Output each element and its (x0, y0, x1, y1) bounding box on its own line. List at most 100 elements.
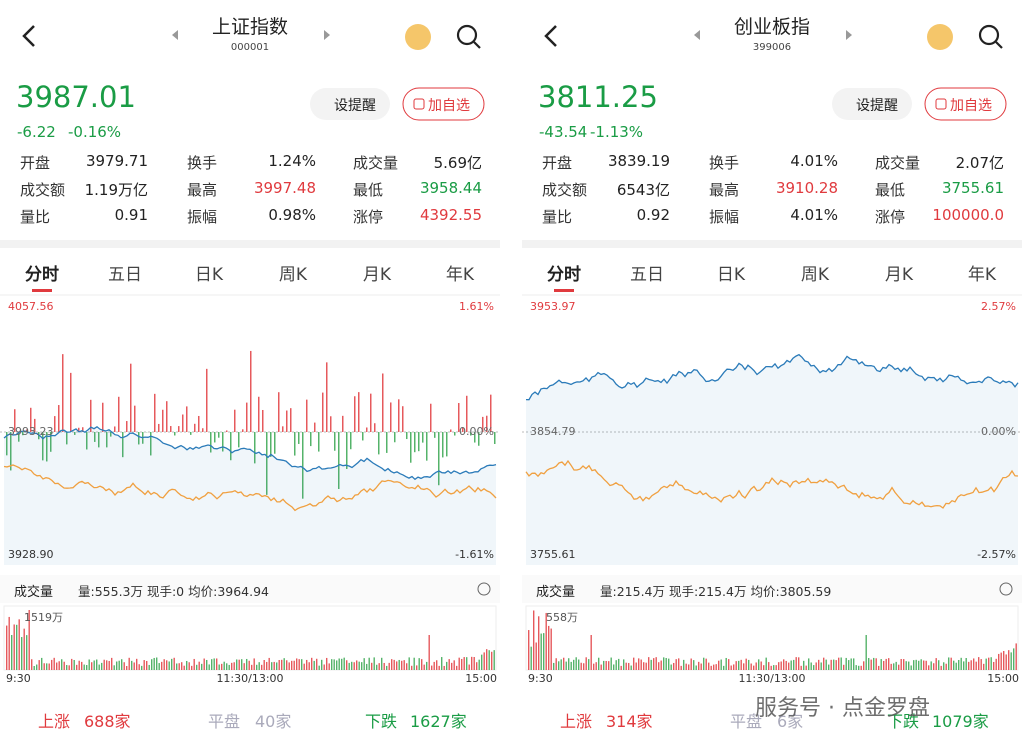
volume-bar (723, 665, 725, 670)
volume-bar (303, 663, 305, 670)
watch-button[interactable] (924, 87, 1007, 121)
volume-bar (58, 661, 60, 670)
breadth-bar (474, 432, 476, 443)
volume-bar (8, 616, 10, 670)
next-arrow[interactable] (324, 30, 330, 40)
tab[interactable]: 年K (445, 265, 475, 285)
volume-bar (293, 660, 295, 670)
volume-bar (603, 660, 605, 670)
volume-bar (940, 665, 942, 670)
volume-bar (421, 659, 423, 670)
volume-bar (238, 659, 240, 670)
settings-icon[interactable] (477, 582, 491, 596)
price-line (525, 353, 1019, 401)
volume-bar (1015, 643, 1017, 670)
tab[interactable]: 五日 (108, 265, 142, 285)
tab[interactable]: 月K (884, 265, 914, 285)
stat-value: 3839.19 (607, 152, 670, 170)
volume-bar (803, 660, 805, 670)
volume-bar (650, 659, 652, 670)
volume-bar (21, 637, 23, 670)
tab[interactable]: 日K (194, 265, 224, 285)
volume-bar (423, 664, 425, 670)
breadth-bar (26, 429, 28, 432)
volume-bar (6, 625, 8, 670)
volume-bar (975, 661, 977, 670)
volume-bar (630, 665, 632, 670)
volume-bar (795, 657, 797, 670)
prev-arrow[interactable] (172, 30, 178, 40)
volume-bar (568, 658, 570, 670)
tab[interactable]: 月K (362, 265, 392, 285)
volume-bar (718, 660, 720, 670)
volume-bar (758, 659, 760, 670)
volume-bar (660, 660, 662, 670)
volume-selector[interactable]: 成交量 (14, 585, 54, 600)
price-area (526, 354, 1018, 565)
change: -43.54 (539, 123, 588, 141)
breadth-bar (422, 432, 424, 443)
breadth-bar (314, 422, 316, 432)
breadth-bar (170, 426, 172, 432)
volume-bar (790, 660, 792, 670)
volume-bar (341, 658, 343, 670)
alert-button[interactable] (832, 88, 912, 120)
volume-bar (191, 665, 193, 670)
up-label: 上涨 (560, 712, 593, 731)
stat-value: 0.98% (268, 206, 316, 224)
change: -6.22 (17, 123, 56, 141)
volume-bar (486, 649, 488, 670)
volume-bar (363, 658, 365, 670)
breadth-bar (138, 432, 140, 445)
volume-bar (213, 658, 215, 670)
search-icon[interactable] (978, 24, 1000, 46)
volume-bar (43, 663, 45, 670)
volume-bar (463, 657, 465, 670)
tab[interactable]: 分时 (25, 265, 59, 285)
volume-bar (383, 662, 385, 670)
stat-label: 成交额 (542, 181, 588, 199)
tab[interactable]: 周K (800, 265, 830, 285)
volume-bar (243, 663, 245, 670)
volume-bar (333, 659, 335, 670)
alert-button[interactable] (310, 88, 390, 120)
prev-arrow[interactable] (694, 30, 700, 40)
volume-bar (68, 665, 70, 670)
breadth-bar (210, 432, 212, 453)
tab[interactable]: 年K (967, 265, 997, 285)
volume-bar (278, 660, 280, 670)
back-button[interactable] (544, 25, 557, 47)
mascot-icon[interactable] (405, 24, 431, 50)
breadth-bar (458, 403, 460, 432)
breadth-bar (82, 427, 84, 432)
breadth-bar (338, 432, 340, 489)
stat-value: 3958.44 (419, 179, 482, 197)
watch-button[interactable] (402, 87, 485, 121)
settings-icon[interactable] (999, 582, 1013, 596)
breadth-bar (450, 429, 452, 432)
breadth-bar (130, 363, 132, 432)
tab[interactable]: 分时 (547, 265, 581, 285)
tab[interactable]: 周K (278, 265, 308, 285)
volume-bar (403, 660, 405, 670)
volume-bar (353, 662, 355, 670)
volume-selector[interactable]: 成交量 (536, 585, 576, 600)
volume-bar (985, 658, 987, 670)
back-button[interactable] (22, 25, 35, 47)
volume-bar (28, 610, 30, 670)
stat-label: 成交量 (875, 154, 921, 172)
volume-bar (988, 657, 990, 670)
next-arrow[interactable] (846, 30, 852, 40)
tab[interactable]: 五日 (630, 265, 664, 285)
volume-bar (166, 660, 168, 670)
search-icon[interactable] (456, 24, 478, 46)
mascot-icon[interactable] (927, 24, 953, 50)
tab[interactable]: 日K (716, 265, 746, 285)
volume-bar (393, 659, 395, 670)
volume-bar (863, 661, 865, 670)
breadth-bar (306, 399, 308, 432)
volume-bar (668, 658, 670, 670)
stat-label: 振幅 (187, 208, 218, 226)
volume-bar (101, 662, 103, 670)
